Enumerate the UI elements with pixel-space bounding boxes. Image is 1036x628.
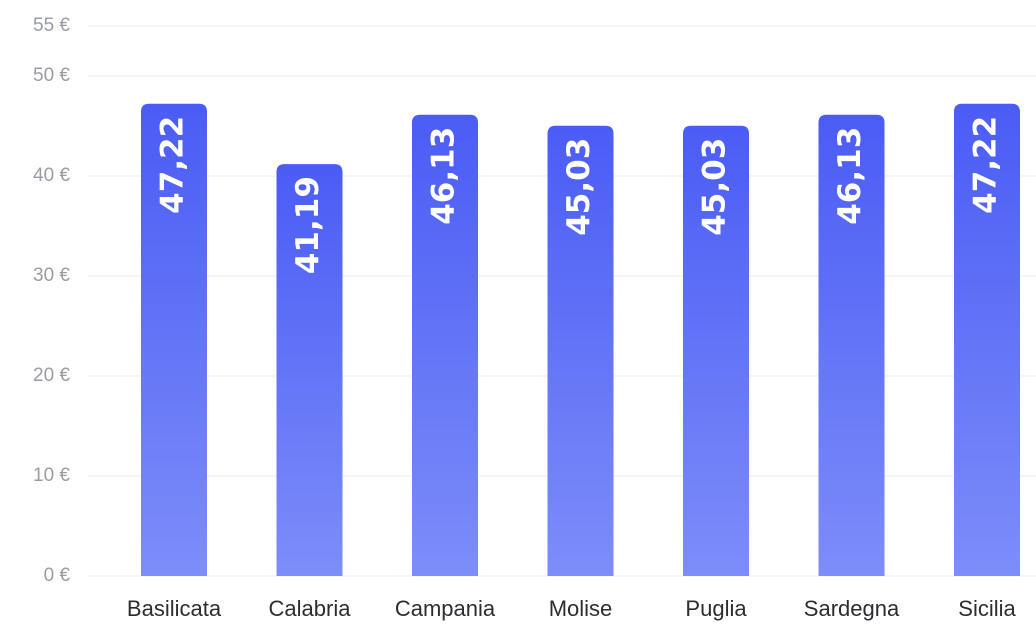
y-tick-label: 20 € [33,365,70,386]
bar [547,125,614,576]
y-tick-label: 50 € [33,65,70,86]
bar [818,114,885,576]
bar [954,103,1020,577]
y-tick-label: 10 € [33,465,70,486]
x-tick-label: Basilicata [127,596,222,621]
x-tick-label: Sicilia [958,596,1016,621]
bar [276,164,343,576]
value-label: 45,03 [697,138,733,236]
y-tick-label: 0 € [44,565,71,586]
bar [141,103,207,577]
value-label: 45,03 [561,138,597,236]
bar [412,114,478,576]
y-tick-label: 40 € [33,165,70,186]
x-tick-label: Campania [395,596,496,621]
x-tick-label: Puglia [685,596,747,621]
value-label: 41,19 [290,176,326,274]
y-tick-label: 55 € [33,15,70,36]
value-label: 46,13 [426,127,462,225]
y-tick-label: 30 € [33,265,70,286]
value-label: 47,22 [968,116,1004,214]
value-label: 46,13 [832,127,868,225]
x-tick-label: Molise [549,596,613,621]
x-tick-label: Calabria [269,596,352,621]
value-label: 47,22 [155,116,191,214]
bar [683,125,749,576]
x-tick-label: Sardegna [804,596,900,621]
